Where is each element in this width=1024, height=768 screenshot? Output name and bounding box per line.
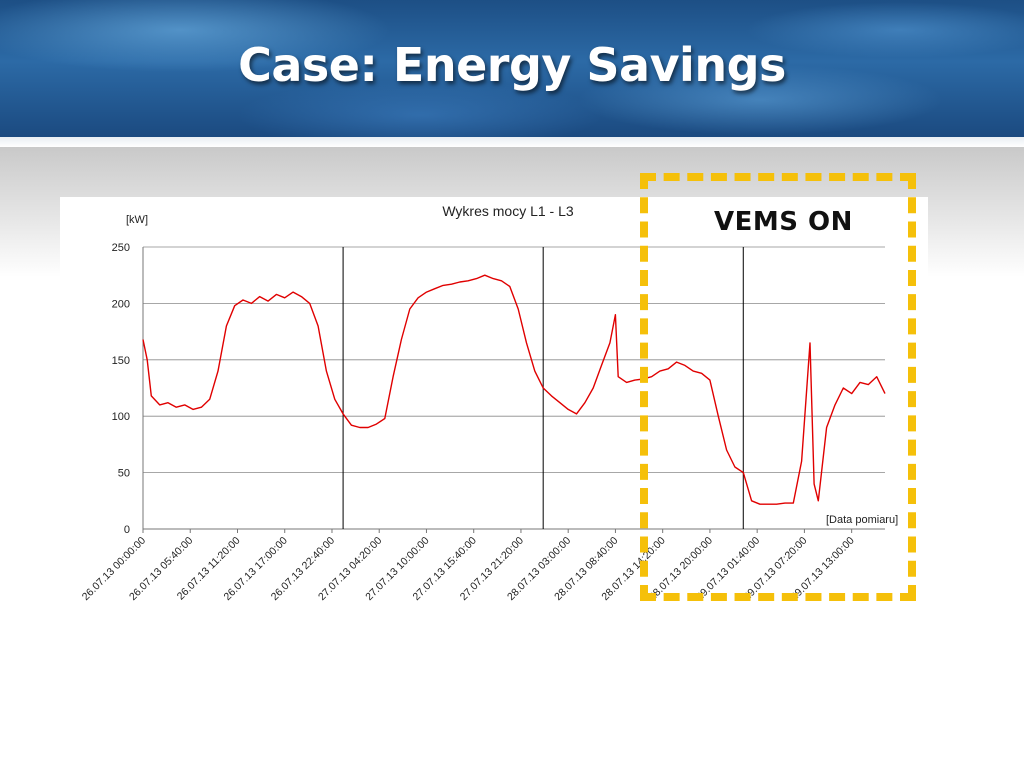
y-tick-label: 100: [112, 411, 130, 423]
banner-divider: [0, 137, 1024, 147]
y-tick-label: 250: [112, 242, 130, 254]
vems-highlight-box: [640, 173, 916, 601]
y-tick-label: 50: [118, 468, 130, 480]
x-axis-label: [Data pomiaru]: [826, 514, 898, 526]
y-tick-label: 0: [124, 524, 130, 536]
slide-title: Case: Energy Savings: [238, 38, 786, 92]
power-chart: Wykres mocy L1 - L3 [kW] [Data pomiaru] …: [60, 197, 928, 637]
title-banner: [0, 0, 1024, 137]
vems-on-label: VEMS ON: [714, 207, 853, 237]
chart-canvas: Wykres mocy L1 - L3 [kW] [Data pomiaru] …: [80, 203, 898, 603]
y-tick-label: 200: [112, 298, 130, 310]
chart-title: Wykres mocy L1 - L3: [442, 203, 574, 219]
y-tick-label: 150: [112, 355, 130, 367]
y-axis-label: [kW]: [126, 214, 148, 226]
power-series-line: [142, 274, 886, 505]
